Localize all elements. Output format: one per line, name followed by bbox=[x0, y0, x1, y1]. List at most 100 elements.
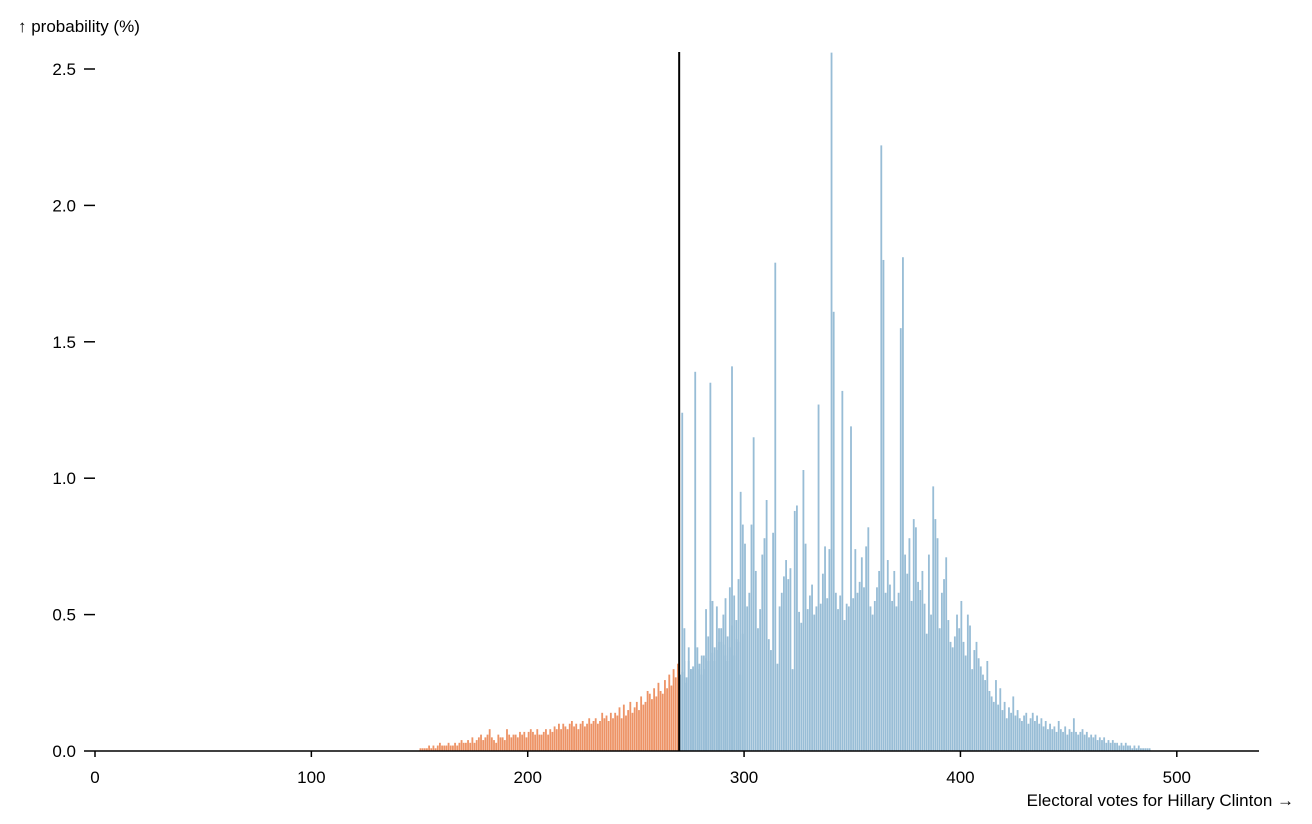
histogram-bar bbox=[1094, 734, 1097, 751]
histogram-bar bbox=[614, 712, 617, 751]
histogram-bar bbox=[934, 519, 937, 751]
histogram-bar bbox=[1127, 745, 1129, 751]
histogram-bar bbox=[889, 584, 891, 751]
histogram-bar bbox=[860, 557, 863, 751]
histogram-bar bbox=[1146, 748, 1149, 751]
histogram-bar bbox=[456, 745, 459, 751]
y-tick-label: 0.5 bbox=[52, 606, 76, 625]
histogram-bar bbox=[776, 663, 779, 751]
histogram-bar bbox=[715, 650, 718, 751]
y-tick-label: 1.0 bbox=[52, 469, 76, 488]
histogram-bar bbox=[923, 603, 926, 751]
histogram-bar bbox=[640, 696, 643, 751]
histogram-bar bbox=[1081, 729, 1084, 751]
histogram-bar bbox=[516, 737, 519, 751]
histogram-bar bbox=[586, 723, 588, 751]
x-tick-label: 300 bbox=[730, 768, 758, 787]
histogram-bar bbox=[642, 704, 645, 751]
histogram-bar bbox=[915, 527, 917, 751]
histogram-bar bbox=[512, 734, 515, 751]
histogram-bar bbox=[1096, 740, 1099, 751]
histogram-bar bbox=[904, 554, 906, 751]
histogram-bar bbox=[1079, 731, 1082, 751]
histogram-bar bbox=[542, 731, 545, 751]
histogram-bar bbox=[958, 628, 961, 751]
histogram-bar bbox=[897, 592, 900, 751]
histogram-bar bbox=[728, 647, 731, 751]
histogram-bar bbox=[475, 740, 478, 751]
histogram-bar bbox=[635, 701, 638, 751]
histogram-bar bbox=[789, 568, 792, 751]
histogram-bar bbox=[462, 742, 465, 751]
histogram-bar bbox=[839, 595, 842, 751]
histogram-bar bbox=[1109, 742, 1112, 751]
histogram-bar bbox=[785, 560, 788, 751]
histogram-bar bbox=[1098, 737, 1101, 751]
histogram-bar bbox=[648, 693, 651, 751]
histogram-bar bbox=[726, 636, 729, 751]
histogram-bar bbox=[1025, 712, 1028, 751]
histogram-bar bbox=[969, 625, 971, 751]
histogram-bar bbox=[1114, 742, 1116, 751]
histogram-bar bbox=[549, 729, 552, 751]
histogram-bar bbox=[501, 737, 504, 751]
histogram-bar bbox=[804, 543, 807, 751]
histogram-bar bbox=[514, 734, 517, 751]
histogram-bar bbox=[986, 660, 989, 751]
histogram-bar bbox=[616, 715, 619, 751]
histogram-bar bbox=[631, 712, 634, 751]
histogram-bar bbox=[1008, 707, 1010, 751]
histogram-bar bbox=[430, 748, 433, 751]
histogram-bar bbox=[787, 579, 790, 751]
histogram-bar bbox=[943, 579, 945, 751]
histogram-bar bbox=[469, 742, 472, 751]
histogram-bar bbox=[432, 745, 435, 751]
histogram-bar bbox=[891, 600, 894, 751]
histogram-bar bbox=[1053, 726, 1056, 751]
histogram-bar bbox=[1027, 723, 1030, 751]
histogram-bar bbox=[1034, 720, 1036, 751]
histogram-bar bbox=[819, 603, 822, 751]
histogram-bar bbox=[886, 560, 889, 751]
histogram-bar bbox=[499, 737, 502, 751]
histogram-bar bbox=[722, 614, 725, 751]
histogram-bar bbox=[759, 609, 762, 751]
histogram-bar bbox=[473, 742, 476, 751]
histogram-bar bbox=[471, 737, 474, 751]
histogram-bar bbox=[1018, 718, 1021, 751]
histogram-bar bbox=[547, 734, 550, 751]
histogram-bar bbox=[651, 699, 653, 751]
histogram-bar bbox=[564, 726, 567, 751]
histogram-bar bbox=[847, 606, 850, 751]
histogram-bar bbox=[882, 259, 885, 751]
histogram-bar bbox=[796, 505, 798, 751]
histogram-bar bbox=[718, 641, 720, 751]
histogram-bar bbox=[930, 614, 932, 751]
histogram-bar bbox=[938, 628, 941, 751]
histogram-bar bbox=[733, 655, 736, 751]
histogram-bar bbox=[497, 734, 500, 751]
histogram-bar bbox=[975, 641, 978, 751]
histogram-bar bbox=[1057, 720, 1060, 751]
histogram-bar bbox=[1066, 734, 1069, 751]
histogram-bar bbox=[1105, 742, 1108, 751]
histogram-bar bbox=[854, 549, 857, 751]
histogram-bar bbox=[599, 720, 601, 751]
histogram-bar bbox=[603, 718, 606, 751]
histogram-bar bbox=[1122, 745, 1125, 751]
histogram-bar bbox=[1059, 729, 1062, 751]
histogram-bar bbox=[927, 554, 930, 751]
histogram-bar bbox=[555, 729, 558, 751]
histogram-bar bbox=[1120, 742, 1123, 751]
histogram-bar bbox=[421, 748, 424, 751]
histogram-bar bbox=[551, 731, 554, 751]
histogram-bar bbox=[925, 633, 928, 751]
histogram-bar bbox=[1014, 715, 1017, 751]
histogram-bar bbox=[778, 606, 781, 751]
histogram-bar bbox=[488, 729, 491, 751]
histogram-bar bbox=[1001, 710, 1004, 751]
histogram-bar bbox=[646, 690, 649, 751]
histogram-bar bbox=[562, 723, 565, 751]
histogram-bar bbox=[592, 720, 595, 751]
